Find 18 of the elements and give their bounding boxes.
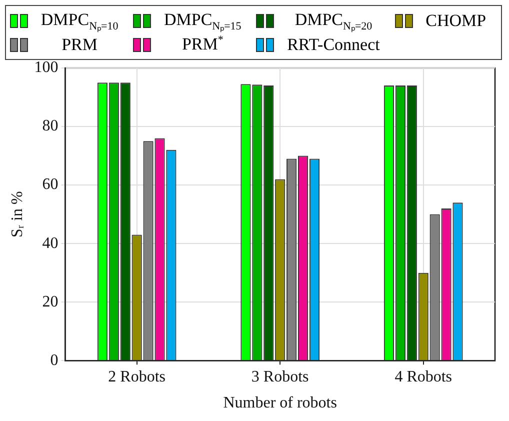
y-tick-label: 20 <box>42 293 58 310</box>
x-tick-label: 3 Robots <box>251 368 309 386</box>
y-axis-title: Sᵣ in % <box>8 191 26 238</box>
x-tick-label: 2 Robots <box>108 368 166 386</box>
y-tick-label: 80 <box>42 118 58 135</box>
legend-label: DMPC$_{Nₚ=10}$ <box>40 10 120 32</box>
legend-label: DMPC$_{Nₚ=20}$ <box>294 10 374 32</box>
legend-label: CHOMP <box>424 11 488 32</box>
legend-label: DMPC$_{Nₚ=15}$ <box>162 10 242 32</box>
y-tick-label: 0 <box>50 352 58 369</box>
legend-label: PRM$^{*}$ <box>180 34 224 56</box>
legend-label: RRT-Connect <box>286 34 381 55</box>
y-tick-label: 60 <box>42 176 58 194</box>
legend-label: PRM <box>60 34 98 55</box>
x-tick-label: 4 Robots <box>394 368 452 386</box>
y-tick-label: 100 <box>34 59 58 76</box>
y-tick-label: 40 <box>42 234 58 252</box>
x-axis-title: Number of robots <box>223 394 337 412</box>
